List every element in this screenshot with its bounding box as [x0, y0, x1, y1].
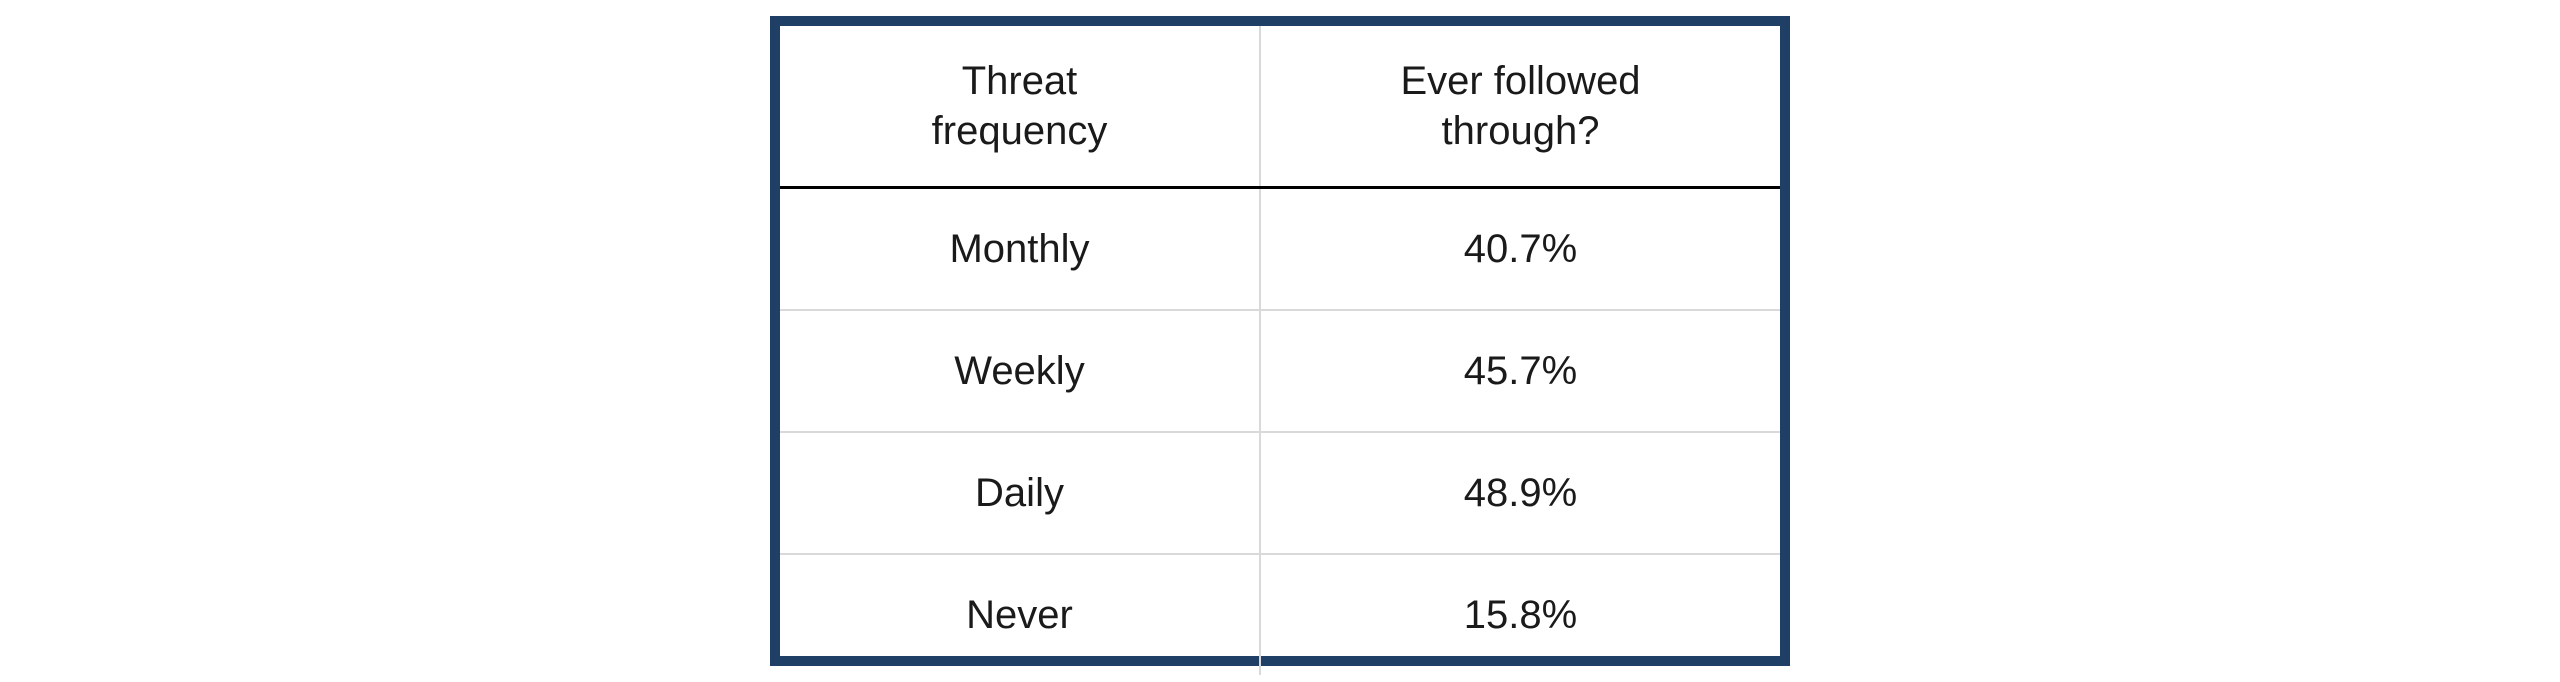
- cell-followed: 45.7%: [1260, 310, 1780, 432]
- col-header-frequency-line2: frequency: [932, 109, 1108, 153]
- col-header-followed: Ever followed through?: [1260, 26, 1780, 188]
- cell-frequency: Monthly: [780, 188, 1260, 311]
- table-row: Daily 48.9%: [780, 432, 1780, 554]
- cell-followed: 15.8%: [1260, 554, 1780, 675]
- cell-followed: 40.7%: [1260, 188, 1780, 311]
- data-table: Threat frequency Ever followed through? …: [780, 26, 1780, 675]
- col-header-frequency-line1: Threat: [962, 59, 1078, 103]
- col-header-followed-line1: Ever followed: [1400, 59, 1640, 103]
- table-row: Monthly 40.7%: [780, 188, 1780, 311]
- col-header-frequency: Threat frequency: [780, 26, 1260, 188]
- table-row: Never 15.8%: [780, 554, 1780, 675]
- cell-frequency: Weekly: [780, 310, 1260, 432]
- col-header-followed-line2: through?: [1442, 109, 1600, 153]
- table-header-row: Threat frequency Ever followed through?: [780, 26, 1780, 188]
- cell-followed: 48.9%: [1260, 432, 1780, 554]
- cell-frequency: Never: [780, 554, 1260, 675]
- cell-frequency: Daily: [780, 432, 1260, 554]
- threat-frequency-table: Threat frequency Ever followed through? …: [770, 16, 1790, 666]
- table-row: Weekly 45.7%: [780, 310, 1780, 432]
